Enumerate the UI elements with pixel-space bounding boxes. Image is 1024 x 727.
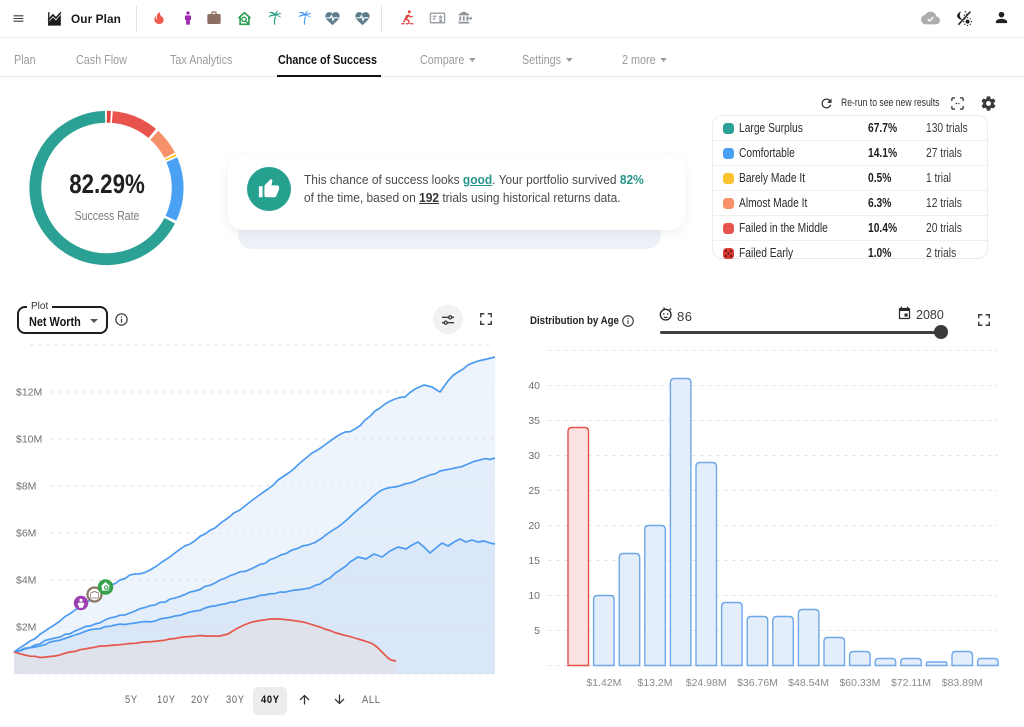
svg-text:25: 25: [528, 485, 540, 497]
svg-text:30: 30: [528, 450, 540, 462]
svg-text:$83.89M: $83.89M: [942, 677, 983, 689]
svg-text:$8M: $8M: [16, 481, 36, 493]
svg-text:5: 5: [534, 625, 540, 637]
svg-text:$60.33M: $60.33M: [839, 677, 880, 689]
svg-text:$13.2M: $13.2M: [637, 677, 672, 689]
svg-text:$1.42M: $1.42M: [586, 677, 621, 689]
svg-text:15: 15: [528, 555, 540, 567]
svg-text:$48.54M: $48.54M: [788, 677, 829, 689]
svg-text:20: 20: [528, 520, 540, 532]
svg-text:$24.98M: $24.98M: [686, 677, 727, 689]
svg-text:$36.76M: $36.76M: [737, 677, 778, 689]
svg-text:$10M: $10M: [16, 434, 42, 446]
svg-text:$12M: $12M: [16, 387, 42, 399]
svg-text:$6M: $6M: [16, 528, 36, 540]
svg-text:$2M: $2M: [16, 622, 36, 634]
svg-text:40: 40: [528, 380, 540, 392]
svg-text:10: 10: [528, 590, 540, 602]
svg-text:$72.11M: $72.11M: [891, 677, 931, 689]
svg-text:$4M: $4M: [16, 575, 36, 587]
svg-text:35: 35: [528, 415, 540, 427]
